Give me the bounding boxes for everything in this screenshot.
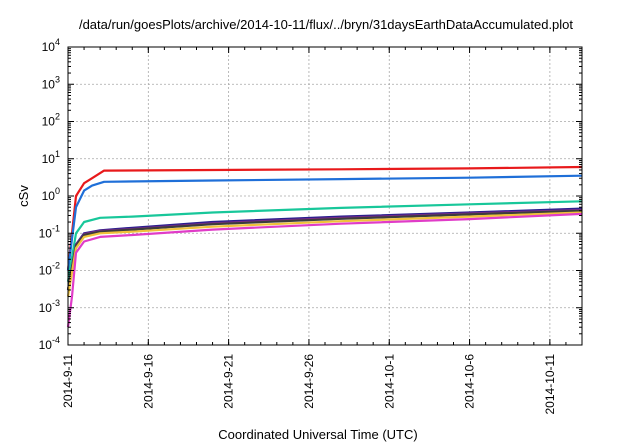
series-line-6 — [66, 209, 583, 291]
y-tick-label: 10-1 — [39, 223, 60, 240]
y-tick-label: 10-3 — [39, 298, 60, 315]
y-tick-label: 102 — [42, 112, 60, 129]
x-tick-label: 2014-10-6 — [463, 354, 477, 409]
x-tick-label: 2014-9-11 — [61, 354, 75, 408]
series-line-7 — [66, 211, 583, 297]
y-tick-label: 100 — [42, 186, 60, 203]
y-tick-label: 101 — [42, 149, 60, 166]
series-line-2 — [66, 174, 583, 271]
x-tick-label: 2014-10-11 — [543, 354, 557, 415]
series-line-3 — [66, 200, 583, 282]
x-tick-label: 2014-10-1 — [382, 354, 396, 409]
y-tick-label: 10-2 — [39, 261, 60, 278]
y-tick-label: 103 — [42, 74, 60, 91]
y-tick-label: 104 — [42, 37, 60, 54]
y-tick-label: 10-4 — [39, 335, 60, 352]
series-line-8 — [66, 212, 583, 328]
y-axis-label: cSv — [16, 185, 31, 207]
grid — [67, 46, 582, 346]
x-tick-label: 2014-9-16 — [141, 354, 155, 409]
x-axis-label: Coordinated Universal Time (UTC) — [218, 427, 417, 442]
x-tick-label: 2014-9-26 — [302, 354, 316, 409]
series-group — [66, 165, 583, 328]
chart-title: /data/run/goesPlots/archive/2014-10-11/f… — [79, 17, 573, 32]
x-axis: 2014-9-11 2014-9-16 2014-9-21 2014-9-26 2014… — [61, 47, 583, 415]
x-tick-label: 2014-9-21 — [222, 354, 236, 409]
y-axis: 10-4 10-3 10-2 10-1 100 101 102 103 104 — [39, 37, 582, 352]
series-line-1 — [66, 165, 583, 271]
